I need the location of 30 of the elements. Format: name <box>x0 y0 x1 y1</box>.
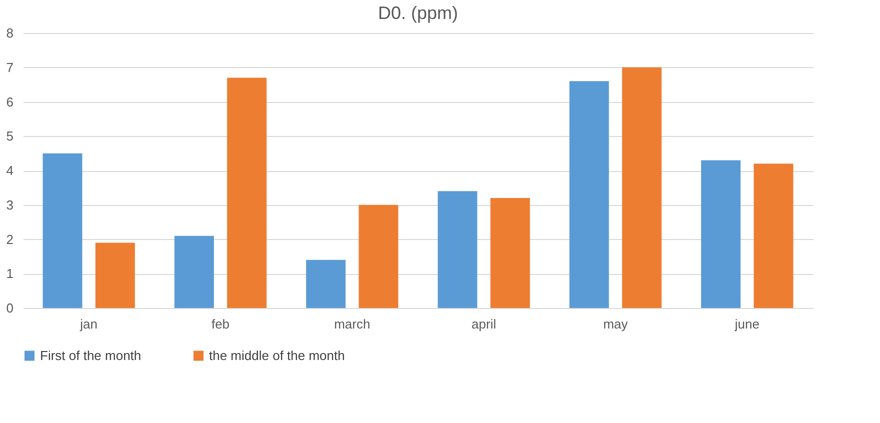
y-tick-label: 8 <box>6 26 14 40</box>
bar <box>42 153 82 308</box>
y-tick-label: 5 <box>6 128 14 144</box>
y-tick-label: 2 <box>6 232 14 247</box>
bar <box>490 198 530 308</box>
bar <box>95 242 135 308</box>
bar <box>174 236 214 308</box>
x-tick-label: march <box>334 316 370 332</box>
y-tick-label: 0 <box>6 300 14 316</box>
x-tick-label: feb <box>211 316 230 332</box>
bar <box>569 81 609 308</box>
x-tick-label: may <box>603 316 628 332</box>
legend-label: the middle of the month <box>209 348 345 363</box>
bar <box>358 204 398 308</box>
y-tick-label: 3 <box>6 197 14 212</box>
x-tick-label: june <box>734 316 760 332</box>
bar <box>701 160 741 308</box>
y-tick-label: 4 <box>6 163 14 178</box>
y-tick-label: 7 <box>6 60 14 75</box>
legend-label: First of the month <box>40 348 142 363</box>
chart-title: D0. (ppm) <box>378 3 458 23</box>
bar <box>227 78 267 308</box>
x-tick-label: april <box>472 316 496 332</box>
bar <box>438 191 478 308</box>
x-tick-label: jan <box>79 316 98 332</box>
bar <box>306 260 346 308</box>
bar <box>754 164 794 308</box>
y-tick-label: 1 <box>6 266 14 282</box>
y-tick-label: 6 <box>6 94 14 110</box>
bar <box>622 67 662 308</box>
